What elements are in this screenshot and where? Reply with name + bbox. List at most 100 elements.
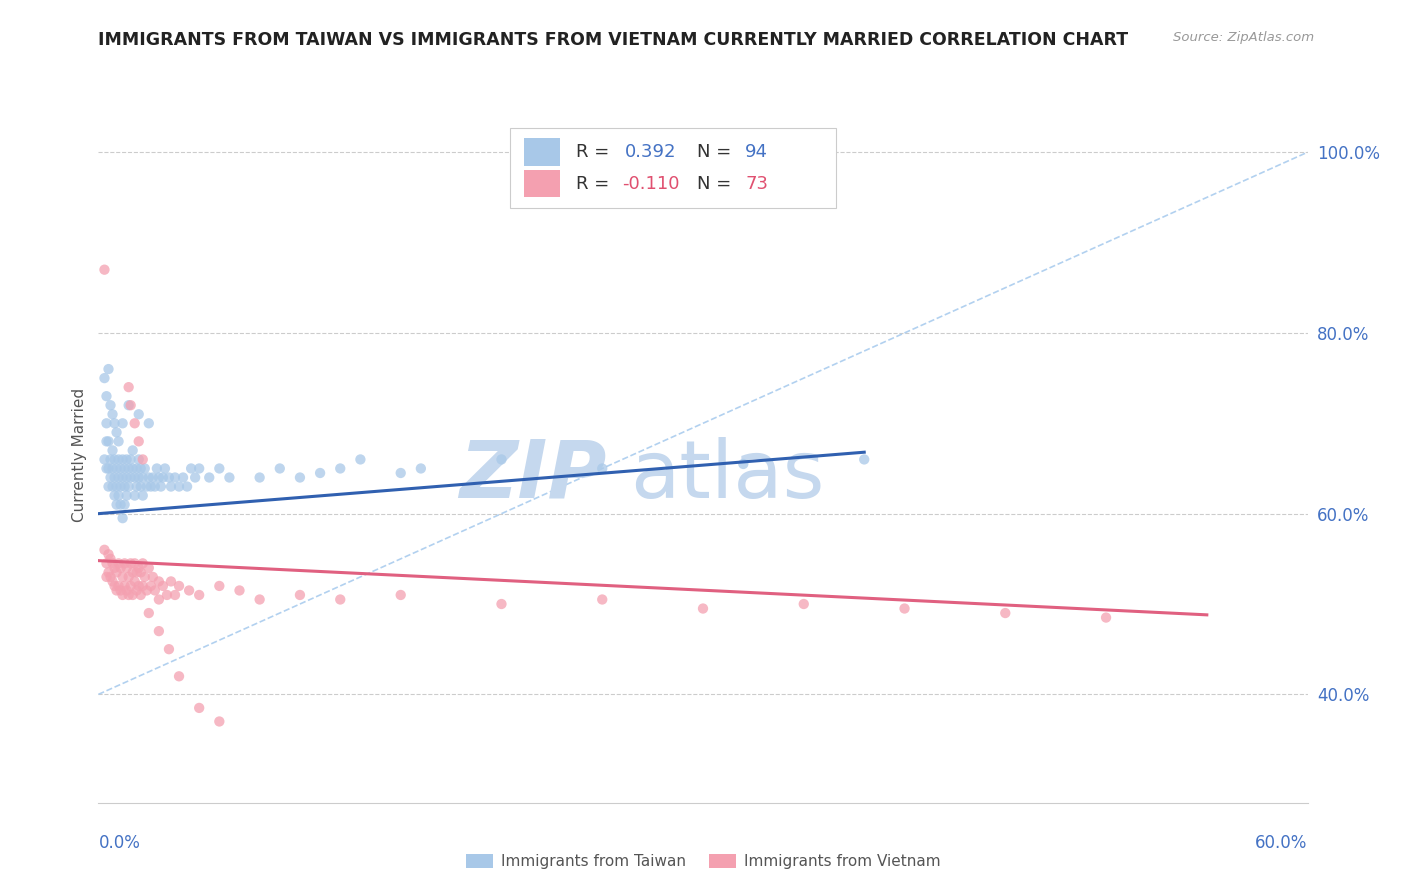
Point bbox=[409, 461, 432, 475]
Text: 0.0%: 0.0% bbox=[98, 834, 141, 852]
Point bbox=[110, 498, 132, 512]
Point bbox=[118, 588, 141, 602]
Point bbox=[142, 470, 165, 484]
Point bbox=[125, 479, 148, 493]
Point bbox=[111, 570, 134, 584]
Point bbox=[100, 570, 122, 584]
Point bbox=[218, 470, 240, 484]
Point bbox=[114, 479, 136, 493]
Point bbox=[793, 597, 815, 611]
Point bbox=[96, 461, 118, 475]
Point bbox=[124, 489, 146, 503]
Point bbox=[139, 479, 162, 493]
Point bbox=[115, 561, 138, 575]
Point bbox=[148, 470, 170, 484]
Point bbox=[97, 461, 120, 475]
Point bbox=[97, 434, 120, 449]
Point bbox=[139, 579, 162, 593]
Point bbox=[138, 470, 160, 484]
Point bbox=[143, 583, 166, 598]
Point bbox=[111, 511, 134, 525]
Point bbox=[148, 592, 170, 607]
Point bbox=[188, 461, 211, 475]
Point bbox=[249, 592, 271, 607]
Point bbox=[103, 489, 125, 503]
Point bbox=[188, 701, 211, 715]
Point bbox=[105, 566, 128, 580]
Point bbox=[129, 461, 152, 475]
Point bbox=[148, 574, 170, 589]
Point bbox=[591, 592, 613, 607]
Point bbox=[107, 470, 129, 484]
Point bbox=[100, 470, 122, 484]
Text: 0.392: 0.392 bbox=[624, 144, 676, 161]
Point bbox=[184, 470, 207, 484]
Point bbox=[97, 479, 120, 493]
Point bbox=[121, 588, 143, 602]
Point bbox=[101, 574, 124, 589]
Point bbox=[101, 461, 124, 475]
Point bbox=[105, 479, 128, 493]
Point bbox=[96, 417, 118, 431]
Point bbox=[107, 434, 129, 449]
Point bbox=[103, 417, 125, 431]
Point bbox=[163, 588, 186, 602]
Point bbox=[129, 479, 152, 493]
Point bbox=[249, 470, 271, 484]
Point bbox=[208, 461, 231, 475]
Point bbox=[118, 380, 141, 394]
Point bbox=[101, 557, 124, 571]
Point bbox=[96, 570, 118, 584]
Point bbox=[132, 452, 155, 467]
Point bbox=[93, 371, 115, 385]
Point bbox=[114, 557, 136, 571]
Point bbox=[128, 407, 150, 421]
Text: Source: ZipAtlas.com: Source: ZipAtlas.com bbox=[1174, 31, 1315, 45]
Point bbox=[132, 557, 155, 571]
Point bbox=[198, 470, 221, 484]
Point bbox=[142, 570, 165, 584]
Point bbox=[97, 566, 120, 580]
Point bbox=[389, 466, 412, 480]
Point bbox=[692, 601, 714, 615]
Point bbox=[93, 542, 115, 557]
Point bbox=[138, 417, 160, 431]
Point bbox=[143, 479, 166, 493]
Point bbox=[152, 579, 174, 593]
Point bbox=[121, 461, 143, 475]
Point bbox=[114, 498, 136, 512]
Point bbox=[329, 592, 352, 607]
Point bbox=[149, 479, 172, 493]
Point bbox=[156, 588, 179, 602]
Point bbox=[100, 551, 122, 566]
Point bbox=[152, 470, 174, 484]
Point bbox=[103, 470, 125, 484]
Point bbox=[129, 588, 152, 602]
Text: atlas: atlas bbox=[630, 437, 825, 515]
Text: N =: N = bbox=[697, 175, 737, 193]
Point bbox=[208, 579, 231, 593]
Point bbox=[994, 606, 1017, 620]
Point bbox=[118, 398, 141, 412]
Point bbox=[120, 398, 142, 412]
Point bbox=[135, 583, 157, 598]
Point bbox=[128, 470, 150, 484]
Point bbox=[389, 588, 412, 602]
Point bbox=[125, 461, 148, 475]
Point bbox=[96, 389, 118, 403]
Point bbox=[491, 452, 513, 467]
Point bbox=[134, 570, 156, 584]
Point bbox=[110, 583, 132, 598]
Point bbox=[111, 470, 134, 484]
Point bbox=[132, 470, 155, 484]
Point bbox=[167, 579, 190, 593]
Point bbox=[103, 452, 125, 467]
Point bbox=[228, 583, 250, 598]
Point bbox=[97, 362, 120, 376]
Text: R =: R = bbox=[576, 144, 614, 161]
Point bbox=[180, 461, 202, 475]
Text: -0.110: -0.110 bbox=[621, 175, 679, 193]
Point bbox=[160, 479, 183, 493]
Text: 73: 73 bbox=[745, 175, 768, 193]
Point bbox=[121, 443, 143, 458]
